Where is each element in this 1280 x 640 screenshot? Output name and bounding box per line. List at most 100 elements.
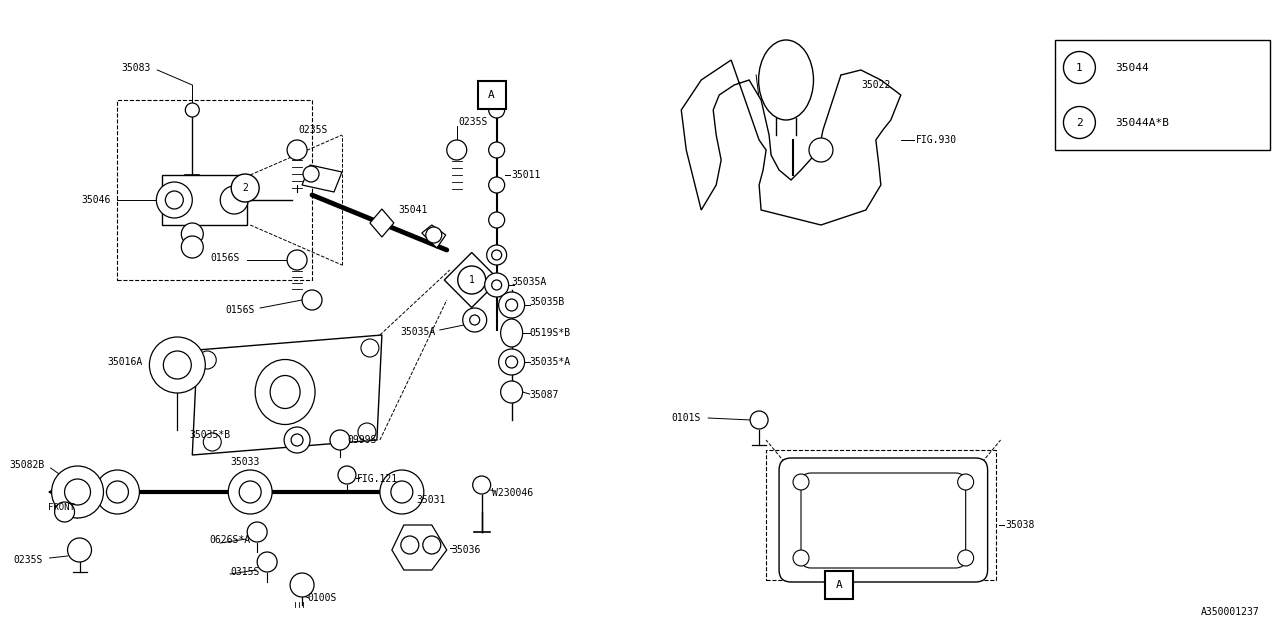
Text: 0156S: 0156S xyxy=(225,305,255,315)
Circle shape xyxy=(156,182,192,218)
Circle shape xyxy=(228,470,273,514)
Bar xyxy=(826,571,852,599)
Text: 35035B: 35035B xyxy=(530,297,564,307)
Circle shape xyxy=(401,536,419,554)
Circle shape xyxy=(957,550,974,566)
Ellipse shape xyxy=(500,319,522,347)
Bar xyxy=(1056,40,1270,150)
Circle shape xyxy=(287,140,307,160)
Polygon shape xyxy=(392,525,447,570)
Circle shape xyxy=(284,427,310,453)
Circle shape xyxy=(182,223,204,245)
Polygon shape xyxy=(370,209,394,237)
Text: FIG.121: FIG.121 xyxy=(357,474,398,484)
Ellipse shape xyxy=(759,40,814,120)
Bar xyxy=(118,100,312,280)
Text: 0101S: 0101S xyxy=(672,413,701,423)
Circle shape xyxy=(500,381,522,403)
Circle shape xyxy=(220,186,248,214)
Text: FIG.930: FIG.930 xyxy=(915,135,957,145)
Circle shape xyxy=(291,573,314,597)
Ellipse shape xyxy=(255,360,315,424)
Text: 35016A: 35016A xyxy=(108,357,142,367)
Text: FRONT: FRONT xyxy=(47,502,74,511)
Bar xyxy=(767,450,996,580)
Circle shape xyxy=(485,273,508,297)
Circle shape xyxy=(422,536,440,554)
Circle shape xyxy=(489,142,504,158)
Bar xyxy=(477,81,506,109)
Circle shape xyxy=(182,236,204,258)
Circle shape xyxy=(257,552,276,572)
Circle shape xyxy=(361,339,379,357)
Circle shape xyxy=(247,522,268,542)
Circle shape xyxy=(68,538,91,562)
Circle shape xyxy=(198,351,216,369)
Circle shape xyxy=(426,227,442,243)
Circle shape xyxy=(287,250,307,270)
Text: 35087: 35087 xyxy=(530,390,559,400)
Text: 35033: 35033 xyxy=(230,457,260,467)
Text: 35035*B: 35035*B xyxy=(189,430,230,440)
Circle shape xyxy=(150,337,205,393)
Text: 35031: 35031 xyxy=(417,495,447,505)
Polygon shape xyxy=(444,253,499,307)
Circle shape xyxy=(380,470,424,514)
Text: 0235S: 0235S xyxy=(298,125,328,135)
Text: 35035*A: 35035*A xyxy=(530,357,571,367)
Text: 1: 1 xyxy=(1076,63,1083,72)
Circle shape xyxy=(506,299,517,311)
Text: 35038: 35038 xyxy=(1006,520,1036,530)
Circle shape xyxy=(463,308,486,332)
Circle shape xyxy=(470,315,480,325)
Text: 2: 2 xyxy=(242,183,248,193)
Text: 35035A: 35035A xyxy=(401,327,435,337)
Text: 0100S: 0100S xyxy=(307,593,337,603)
Circle shape xyxy=(794,550,809,566)
Text: 0315S: 0315S xyxy=(230,567,260,577)
Text: 35083: 35083 xyxy=(122,63,150,73)
Circle shape xyxy=(794,474,809,490)
Circle shape xyxy=(447,140,467,160)
Text: A: A xyxy=(836,580,842,590)
Circle shape xyxy=(204,433,221,451)
Circle shape xyxy=(499,292,525,318)
Circle shape xyxy=(489,177,504,193)
Circle shape xyxy=(165,191,183,209)
Circle shape xyxy=(957,474,974,490)
Ellipse shape xyxy=(270,376,300,408)
Text: W230046: W230046 xyxy=(492,488,532,498)
Polygon shape xyxy=(422,225,445,248)
Text: A: A xyxy=(488,90,495,100)
Text: A350001237: A350001237 xyxy=(1202,607,1260,617)
Circle shape xyxy=(809,138,833,162)
Text: 0156S: 0156S xyxy=(211,253,241,263)
Circle shape xyxy=(164,351,191,379)
Circle shape xyxy=(303,166,319,182)
Circle shape xyxy=(51,466,104,518)
Text: 35044: 35044 xyxy=(1115,63,1149,72)
Polygon shape xyxy=(681,60,901,225)
Circle shape xyxy=(750,411,768,429)
Circle shape xyxy=(1064,51,1096,83)
Circle shape xyxy=(96,470,140,514)
Text: 35035A: 35035A xyxy=(512,277,547,287)
Text: 0519S*B: 0519S*B xyxy=(530,328,571,338)
Text: 35046: 35046 xyxy=(81,195,110,205)
Circle shape xyxy=(302,290,323,310)
Circle shape xyxy=(186,103,200,117)
Polygon shape xyxy=(302,165,342,192)
Circle shape xyxy=(338,466,356,484)
Text: 0235S: 0235S xyxy=(458,117,488,127)
Circle shape xyxy=(1064,106,1096,138)
Polygon shape xyxy=(192,335,381,455)
Text: 35044A*B: 35044A*B xyxy=(1115,118,1170,127)
Circle shape xyxy=(291,434,303,446)
Text: 35036: 35036 xyxy=(452,545,481,555)
Circle shape xyxy=(390,481,413,503)
Circle shape xyxy=(499,349,525,375)
Circle shape xyxy=(106,481,128,503)
Circle shape xyxy=(489,212,504,228)
Circle shape xyxy=(232,174,259,202)
Text: 2: 2 xyxy=(1076,118,1083,127)
